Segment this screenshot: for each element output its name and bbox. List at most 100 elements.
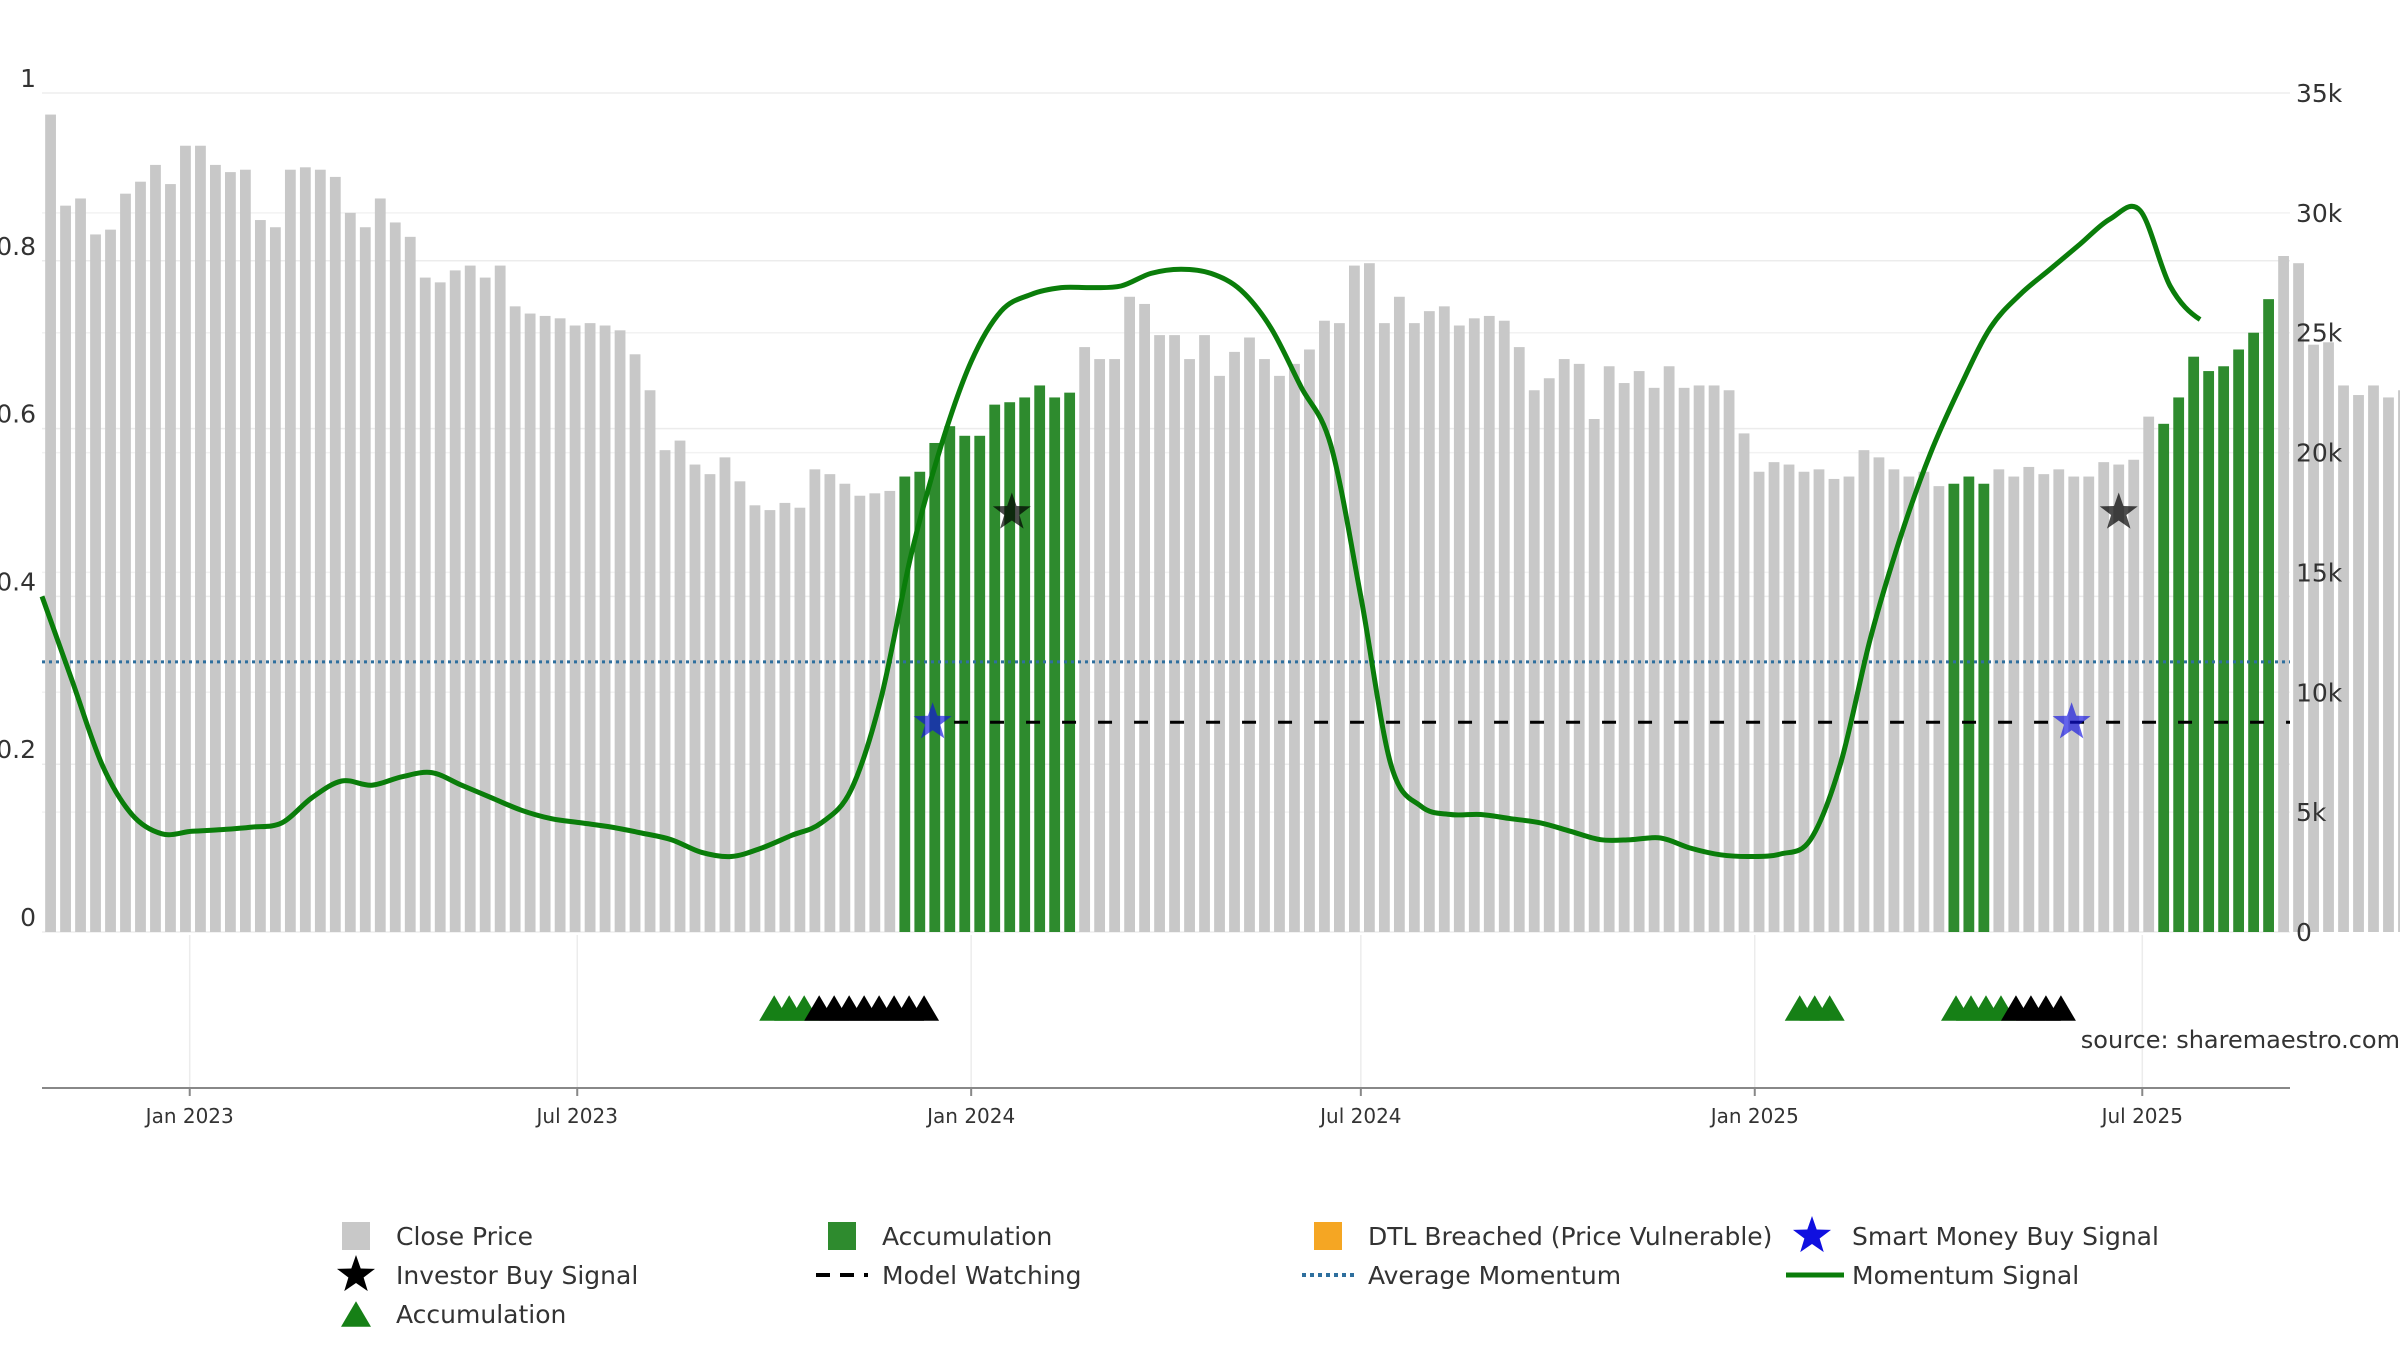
close-price-bar	[644, 390, 656, 932]
close-price-bar	[539, 315, 551, 932]
close-price-bar	[1453, 325, 1465, 932]
close-price-bar	[839, 483, 851, 932]
close-price-bar	[1184, 359, 1195, 933]
left-axis-tick-label: 0.4	[0, 567, 36, 596]
close-price-bar	[314, 169, 326, 932]
close-price-bar	[2038, 474, 2050, 932]
close-price-bar	[1438, 306, 1450, 933]
close-price-bar	[2098, 462, 2110, 932]
close-price-bar	[764, 510, 776, 932]
close-price-bar	[2278, 256, 2289, 932]
source-note: source: sharemaestro.com	[2081, 1026, 2400, 1054]
date-tick-label: Jul 2024	[1318, 1104, 1401, 1128]
grid-layer	[42, 92, 2290, 1088]
legend-label: DTL Breached (Price Vulnerable)	[1368, 1222, 1772, 1251]
left-axis-tick-label: 1	[20, 64, 36, 93]
accumulation-bar	[1034, 385, 1046, 932]
investor-buy-star	[2099, 492, 2138, 529]
date-tick-label: Jul 2025	[2100, 1104, 2183, 1128]
accumulation-bar	[1019, 397, 1031, 932]
close-price-bar	[1124, 296, 1135, 932]
close-price-bar	[225, 172, 236, 933]
close-price-bar	[90, 234, 101, 932]
close-price-bar	[1693, 385, 1705, 932]
close-price-bar	[1079, 347, 1091, 933]
legend-square-icon	[342, 1222, 370, 1250]
close-price-bar	[2083, 476, 2095, 932]
close-price-bar	[1154, 335, 1165, 932]
legend-label: Close Price	[396, 1222, 533, 1251]
legend-item: Accumulation	[341, 1300, 566, 1329]
accumulation-bar	[929, 442, 941, 932]
legend-star-icon	[1792, 1216, 1832, 1253]
accumulation-bar	[959, 435, 971, 932]
close-price-bar	[524, 313, 536, 932]
close-price-bar	[359, 227, 371, 933]
close-price-bar	[1214, 375, 1225, 932]
accumulation-bar	[2173, 397, 2185, 932]
legend-label: Momentum Signal	[1852, 1261, 2079, 1290]
close-price-bar	[2293, 263, 2304, 932]
legend-item: Investor Buy Signal	[336, 1255, 638, 1292]
close-price-bar	[1244, 337, 1255, 932]
close-price-bar	[1139, 303, 1150, 932]
accumulation-bar	[1963, 476, 1975, 932]
close-price-bar	[1888, 469, 1900, 932]
accumulation-triangle	[1814, 995, 1845, 1021]
close-price-bar	[75, 198, 86, 933]
right-axis-tick-label: 20k	[2296, 439, 2343, 468]
close-price-bar	[1229, 351, 1240, 932]
close-price-bar	[749, 505, 761, 932]
legend-item: Close Price	[342, 1222, 533, 1251]
close-price-bar	[614, 330, 626, 932]
accumulation-bar	[1948, 483, 1960, 932]
close-price-bar	[1903, 476, 1915, 932]
close-price-bar	[2068, 476, 2080, 932]
close-price-bar	[449, 270, 461, 932]
right-axis-tick-label: 25k	[2296, 319, 2343, 348]
close-price-bar	[2128, 459, 2140, 932]
close-price-bar	[689, 464, 701, 932]
close-price-bar	[599, 325, 611, 932]
close-price-bar	[809, 469, 821, 932]
investor-buy-triangle	[909, 995, 940, 1021]
close-price-bar	[1798, 471, 1810, 932]
close-price-bar	[120, 193, 131, 932]
legend-triangle-icon	[341, 1301, 371, 1327]
accumulation-bar	[2188, 356, 2200, 932]
close-price-bar	[2308, 344, 2319, 932]
close-price-bar	[284, 169, 296, 932]
close-price-bar	[105, 229, 116, 932]
accumulation-bar	[2203, 371, 2215, 932]
close-price-bar	[2113, 464, 2125, 932]
legend-square-icon	[828, 1222, 856, 1250]
close-price-bars	[45, 114, 2400, 933]
close-price-bar	[569, 325, 581, 932]
close-price-bar	[1169, 335, 1180, 932]
smart-money-buy-star	[2052, 702, 2091, 739]
accumulation-bar	[1978, 483, 1990, 932]
close-price-bar	[1618, 383, 1630, 932]
investor-buy-star	[992, 492, 1031, 529]
close-price-bar	[1094, 359, 1106, 933]
close-price-bar	[1393, 296, 1405, 932]
legend-label: Investor Buy Signal	[396, 1261, 638, 1290]
close-price-bar	[494, 265, 506, 933]
close-price-bar	[374, 198, 386, 933]
legend-item: Average Momentum	[1302, 1261, 1621, 1290]
accumulation-bar	[2263, 299, 2274, 932]
right-axis-tick-label: 10k	[2296, 678, 2343, 707]
close-price-bar	[1573, 363, 1585, 932]
close-price-bar	[1873, 457, 1885, 932]
close-price-bar	[2398, 390, 2400, 932]
close-price-bar	[1349, 265, 1360, 933]
close-price-bar	[150, 164, 161, 932]
close-price-bar	[1543, 378, 1555, 932]
date-tick-label: Jan 2025	[1709, 1104, 1799, 1128]
close-price-bar	[1319, 320, 1330, 933]
legend-item: Smart Money Buy Signal	[1792, 1216, 2159, 1253]
close-price-bar	[794, 507, 806, 932]
close-price-bar	[1334, 323, 1345, 932]
close-price-bar	[60, 205, 71, 933]
close-price-bar	[1109, 359, 1121, 933]
